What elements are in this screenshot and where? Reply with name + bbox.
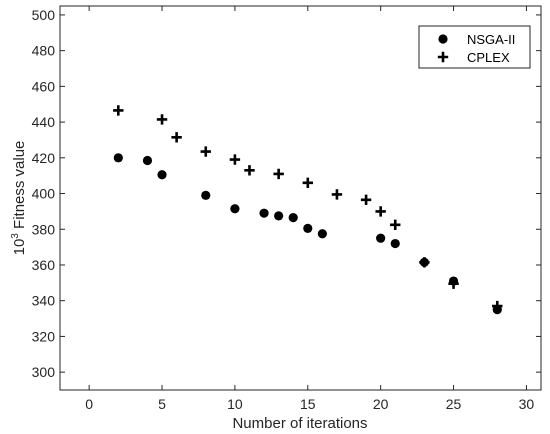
y-tick-label: 500 bbox=[32, 7, 56, 23]
y-axis-ticks: 300 320 340 360 380 400 420 440 460 480 500 bbox=[32, 7, 541, 380]
x-tick-label: 25 bbox=[446, 396, 462, 412]
data-point-cplex bbox=[331, 189, 343, 200]
series-layer bbox=[113, 105, 503, 315]
data-point-nsga-ii bbox=[230, 204, 240, 214]
legend-label-cplex: CPLEX bbox=[467, 50, 510, 65]
data-point-cplex bbox=[419, 257, 430, 268]
data-point-cplex bbox=[113, 105, 124, 116]
data-point-cplex bbox=[229, 154, 241, 165]
legend-items: NSGA-II CPLEX bbox=[437, 32, 515, 65]
y-tick-label: 380 bbox=[32, 221, 56, 237]
y-axis-label-prefix: 10 bbox=[11, 239, 28, 256]
legend-box bbox=[418, 25, 531, 69]
legend: NSGA-II CPLEX bbox=[418, 25, 531, 69]
data-point-cplex bbox=[156, 114, 168, 125]
data-point-nsga-ii bbox=[142, 155, 153, 166]
data-point-cplex bbox=[200, 146, 211, 157]
x-axis-ticks: 0 5 10 15 20 25 30 bbox=[85, 6, 534, 412]
y-axis-label-suffix: Fitness value bbox=[11, 141, 28, 234]
x-tick-label: 30 bbox=[519, 396, 535, 412]
plot-area: 0 5 10 15 20 25 30 300 320 340 360 380 400 420 440 460… bbox=[32, 5, 542, 412]
y-tick-label: 460 bbox=[32, 78, 56, 94]
data-point-nsga-ii bbox=[259, 208, 269, 218]
y-tick-label: 480 bbox=[32, 43, 56, 59]
data-point-nsga-ii bbox=[274, 211, 284, 221]
data-point-cplex bbox=[244, 165, 255, 176]
data-point-cplex bbox=[448, 278, 459, 289]
y-axis-label-sup: 3 bbox=[10, 233, 21, 239]
y-tick-label: 320 bbox=[32, 328, 56, 344]
data-point-nsga-ii bbox=[288, 213, 298, 223]
y-tick-label: 300 bbox=[32, 364, 56, 380]
legend-label-nsga-ii: NSGA-II bbox=[467, 32, 515, 47]
legend-marker-cplex bbox=[437, 51, 449, 63]
plot-box bbox=[59, 5, 542, 391]
data-point-cplex bbox=[375, 206, 386, 217]
x-tick-label: 15 bbox=[300, 396, 316, 412]
x-tick-label: 10 bbox=[227, 396, 243, 412]
data-point-cplex bbox=[171, 132, 182, 143]
y-axis-label: 103 Fitness value bbox=[10, 141, 28, 256]
data-point-nsga-ii bbox=[390, 238, 400, 249]
data-point-nsga-ii bbox=[376, 233, 386, 243]
series-cplex bbox=[113, 105, 503, 312]
data-point-nsga-ii bbox=[157, 170, 167, 180]
data-point-cplex bbox=[360, 194, 372, 205]
x-tick-label: 20 bbox=[373, 396, 389, 412]
x-tick-label: 5 bbox=[158, 396, 166, 412]
legend-marker-nsga-ii bbox=[438, 34, 448, 44]
data-point-cplex bbox=[273, 168, 284, 180]
y-tick-label: 400 bbox=[32, 186, 56, 202]
x-tick-label: 0 bbox=[85, 396, 93, 412]
data-point-nsga-ii bbox=[303, 223, 313, 233]
data-point-cplex bbox=[492, 300, 503, 312]
y-tick-label: 440 bbox=[32, 114, 56, 130]
x-axis-label: Number of iterations bbox=[232, 415, 367, 432]
y-tick-label: 360 bbox=[32, 257, 56, 273]
data-point-cplex bbox=[302, 177, 313, 189]
y-tick-label: 420 bbox=[32, 150, 56, 166]
y-tick-label: 340 bbox=[32, 293, 56, 309]
data-point-nsga-ii bbox=[113, 153, 123, 163]
data-point-cplex bbox=[390, 219, 401, 230]
data-point-nsga-ii bbox=[317, 229, 327, 239]
data-point-nsga-ii bbox=[201, 190, 211, 200]
